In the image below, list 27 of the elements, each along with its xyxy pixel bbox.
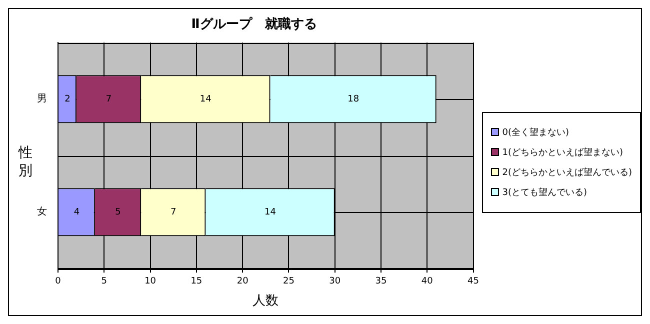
x-tick-label: 0 [55,276,62,286]
x-tick-label: 30 [329,276,342,286]
legend-label: 3(とても望んでいる) [502,186,587,198]
chart-title: Ⅱグループ 就職する [191,16,318,32]
x-axis-title: 人数 [252,294,279,309]
legend-label: 2(どちらかといえば望んでいる) [502,166,632,178]
x-tick-label: 20 [237,276,249,286]
data-label: 2 [64,94,71,104]
x-tick-label: 40 [422,276,434,286]
legend-label: 0(全く望まない) [502,126,569,138]
x-tick-label: 45 [468,276,480,286]
data-label: 5 [115,207,122,218]
data-label: 14 [200,94,212,104]
data-label: 7 [106,94,112,104]
legend-label: 1(どちらかといえば望まない) [502,146,623,158]
data-label: 7 [170,207,176,218]
y-tick-label: 男 [37,94,48,105]
y-axis-title: 性別 [17,144,34,180]
x-tick-label: 15 [190,276,202,286]
x-tick-label: 5 [102,276,108,286]
x-tick-label: 25 [283,276,295,286]
y-tick-label: 女 [37,206,48,218]
data-label: 18 [348,94,360,104]
x-tick-label: 10 [144,276,157,286]
data-label: 14 [264,207,276,218]
x-tick-label: 35 [376,276,387,286]
data-label: 4 [74,207,80,218]
